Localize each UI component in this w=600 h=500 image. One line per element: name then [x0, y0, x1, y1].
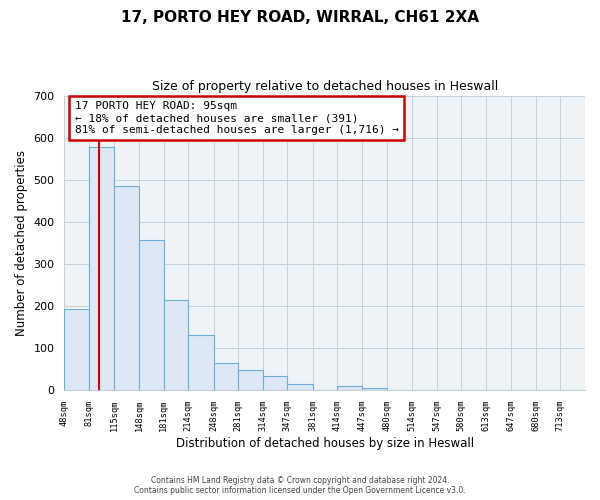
Text: Contains HM Land Registry data © Crown copyright and database right 2024.
Contai: Contains HM Land Registry data © Crown c…	[134, 476, 466, 495]
Bar	[263, 376, 287, 390]
Bar	[238, 370, 263, 390]
Bar	[164, 300, 188, 390]
Bar	[214, 363, 238, 390]
Bar	[115, 186, 139, 390]
Text: 17 PORTO HEY ROAD: 95sqm
← 18% of detached houses are smaller (391)
81% of semi-: 17 PORTO HEY ROAD: 95sqm ← 18% of detach…	[75, 102, 399, 134]
Y-axis label: Number of detached properties: Number of detached properties	[15, 150, 28, 336]
Bar	[188, 336, 214, 390]
Bar	[362, 388, 386, 390]
Title: Size of property relative to detached houses in Heswall: Size of property relative to detached ho…	[152, 80, 498, 93]
Bar	[139, 240, 164, 390]
Bar	[64, 309, 89, 390]
Text: 17, PORTO HEY ROAD, WIRRAL, CH61 2XA: 17, PORTO HEY ROAD, WIRRAL, CH61 2XA	[121, 10, 479, 25]
Bar	[337, 386, 362, 390]
Bar	[287, 384, 313, 390]
X-axis label: Distribution of detached houses by size in Heswall: Distribution of detached houses by size …	[176, 437, 474, 450]
Bar	[89, 147, 115, 390]
